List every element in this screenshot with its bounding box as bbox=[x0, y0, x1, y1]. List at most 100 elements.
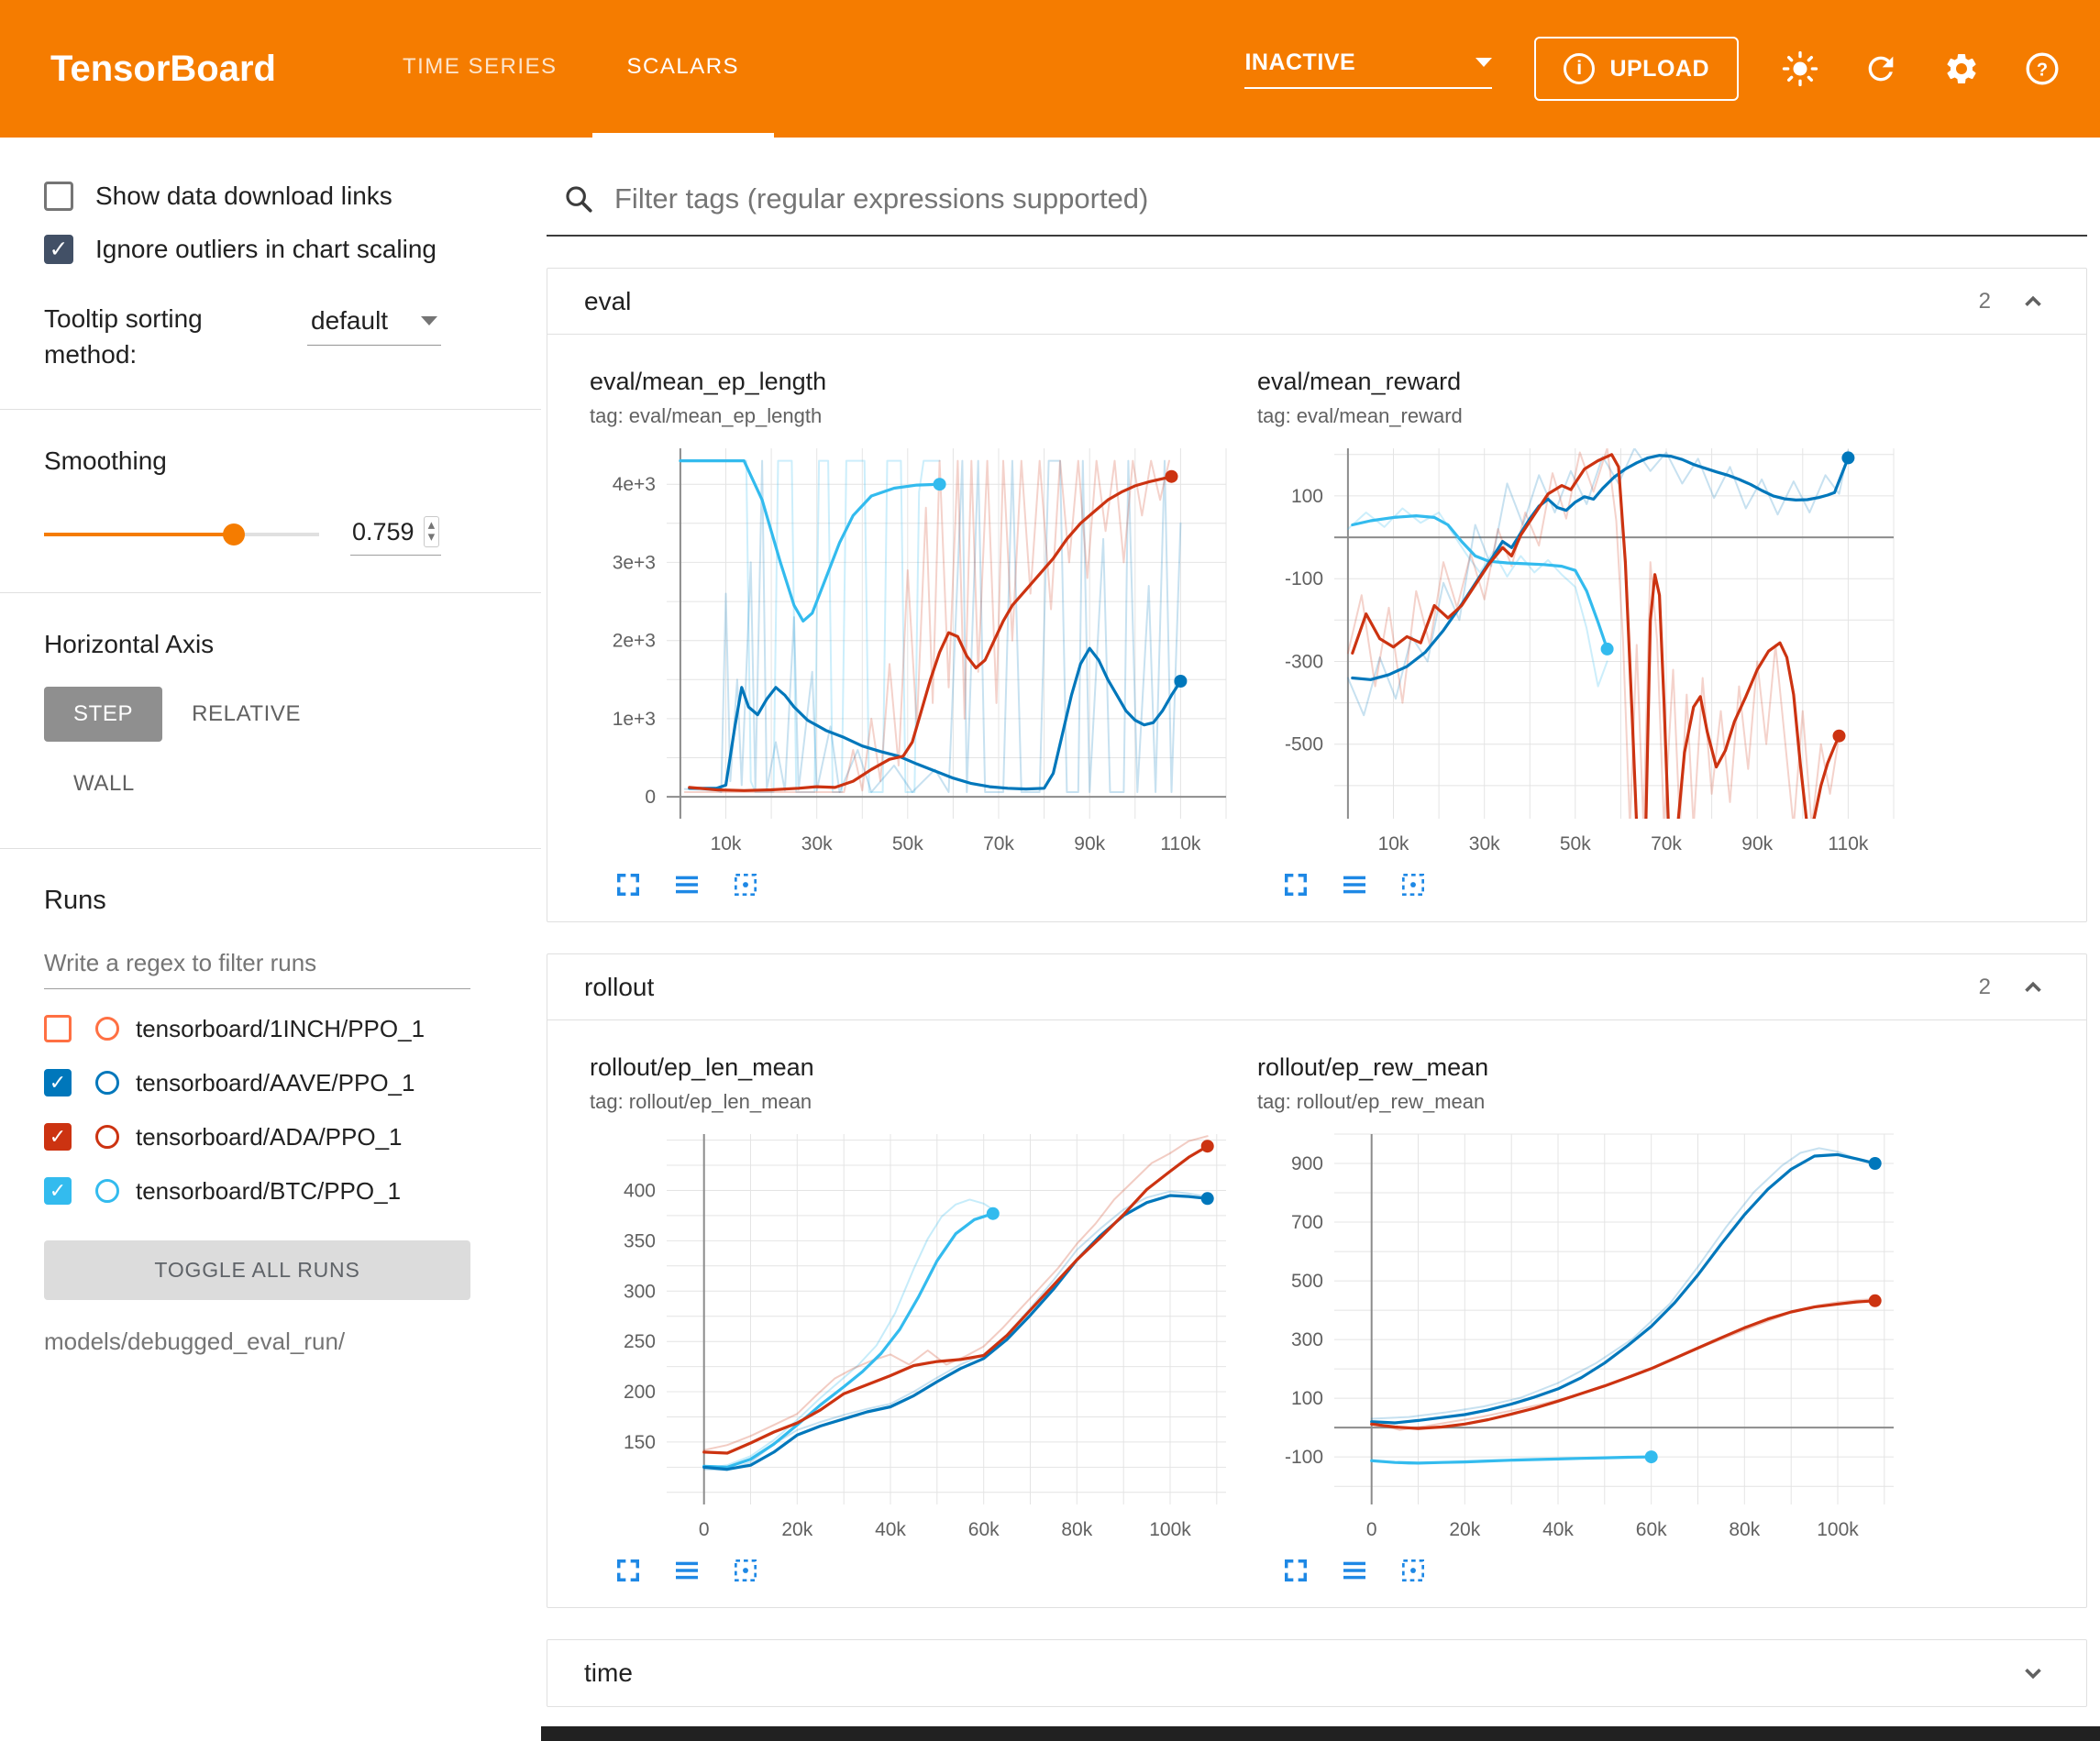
fit-domain-icon[interactable] bbox=[729, 870, 762, 899]
svg-text:2e+3: 2e+3 bbox=[613, 631, 656, 652]
svg-text:100: 100 bbox=[1291, 1388, 1323, 1409]
expand-chart-icon[interactable] bbox=[612, 870, 645, 899]
scalar-chart-card: eval/mean_ep_length tag: eval/mean_ep_le… bbox=[590, 368, 1232, 899]
toggle-all-runs-button[interactable]: TOGGLE ALL RUNS bbox=[44, 1240, 470, 1300]
svg-text:50k: 50k bbox=[892, 833, 923, 854]
run-checkbox[interactable] bbox=[44, 1015, 72, 1042]
smoothing-label: Smoothing bbox=[44, 446, 497, 476]
run-checkbox[interactable]: ✓ bbox=[44, 1069, 72, 1096]
svg-text:40k: 40k bbox=[875, 1519, 906, 1540]
run-row-aave[interactable]: ✓ tensorboard/AAVE/PPO_1 bbox=[44, 1069, 497, 1097]
svg-text:90k: 90k bbox=[1741, 833, 1773, 854]
section-header-eval[interactable]: eval 2 bbox=[547, 269, 2086, 335]
section-header-rollout[interactable]: rollout 2 bbox=[547, 954, 2086, 1020]
section-card-rollout: rollout 2 rollout/ep_len_mean tag: rollo… bbox=[547, 953, 2087, 1608]
scalar-chart-card: eval/mean_reward tag: eval/mean_reward 1… bbox=[1257, 368, 1899, 899]
svg-text:1e+3: 1e+3 bbox=[613, 709, 656, 730]
svg-text:300: 300 bbox=[624, 1281, 656, 1302]
data-table-icon[interactable] bbox=[1338, 870, 1371, 899]
svg-text:400: 400 bbox=[624, 1181, 656, 1202]
help-icon[interactable]: ? bbox=[2023, 50, 2061, 88]
slider-knob[interactable] bbox=[223, 523, 245, 545]
line-chart-mean-ep-length[interactable]: 10k30k50k70k90k110k01e+32e+33e+34e+3 bbox=[590, 439, 1232, 863]
run-row-ada[interactable]: ✓ tensorboard/ADA/PPO_1 bbox=[44, 1123, 497, 1151]
ignore-outliers-checkbox[interactable]: ✓ Ignore outliers in chart scaling bbox=[44, 235, 497, 264]
expand-chart-icon[interactable] bbox=[1279, 1556, 1312, 1585]
chevron-down-icon[interactable] bbox=[2017, 1657, 2050, 1690]
tensorboard-app: TensorBoard TIME SERIES SCALARS INACTIVE… bbox=[0, 0, 2100, 1741]
scalar-chart-card: rollout/ep_rew_mean tag: rollout/ep_rew_… bbox=[1257, 1053, 1899, 1585]
dashboard-main: eval 2 eval/mean_ep_length tag: eval/mea… bbox=[541, 138, 2100, 1741]
svg-text:10k: 10k bbox=[711, 833, 742, 854]
axis-step-button[interactable]: STEP bbox=[44, 687, 162, 742]
run-checkbox[interactable]: ✓ bbox=[44, 1123, 72, 1151]
svg-text:3e+3: 3e+3 bbox=[613, 552, 656, 573]
tooltip-sorting-label: Tooltip sorting method: bbox=[44, 301, 278, 372]
tooltip-sorting-value: default bbox=[311, 306, 388, 336]
svg-text:100k: 100k bbox=[1149, 1519, 1191, 1540]
window-bottom-edge bbox=[541, 1726, 2100, 1741]
run-row-1inch[interactable]: tensorboard/1INCH/PPO_1 bbox=[44, 1015, 497, 1043]
settings-sidebar: Show data download links ✓ Ignore outlie… bbox=[0, 138, 541, 1741]
section-card-eval: eval 2 eval/mean_ep_length tag: eval/mea… bbox=[547, 268, 2087, 922]
run-row-btc[interactable]: ✓ tensorboard/BTC/PPO_1 bbox=[44, 1177, 497, 1206]
line-chart-ep-rew-mean[interactable]: 020k40k60k80k100k-100100300500700900 bbox=[1257, 1125, 1899, 1548]
fit-domain-icon[interactable] bbox=[729, 1556, 762, 1585]
run-color-swatch bbox=[95, 1071, 119, 1095]
tab-scalars[interactable]: SCALARS bbox=[592, 0, 775, 138]
svg-text:90k: 90k bbox=[1074, 833, 1105, 854]
search-icon bbox=[563, 183, 594, 215]
chart-tag: tag: rollout/ep_len_mean bbox=[590, 1090, 1232, 1114]
tab-time-series[interactable]: TIME SERIES bbox=[368, 0, 592, 138]
axis-wall-button[interactable]: WALL bbox=[44, 756, 164, 811]
settings-gear-icon[interactable] bbox=[1942, 50, 1981, 88]
data-table-icon[interactable] bbox=[1338, 1556, 1371, 1585]
checkbox-checked-icon: ✓ bbox=[44, 235, 73, 264]
chevron-up-icon[interactable] bbox=[2017, 971, 2050, 1004]
tooltip-sorting-dropdown[interactable]: default bbox=[307, 301, 441, 346]
svg-text:40k: 40k bbox=[1542, 1519, 1574, 1540]
scalar-chart-card: rollout/ep_len_mean tag: rollout/ep_len_… bbox=[590, 1053, 1232, 1585]
line-chart-mean-reward[interactable]: 10k30k50k70k90k110k-500-300-100100 bbox=[1257, 439, 1899, 863]
expand-chart-icon[interactable] bbox=[1279, 870, 1312, 899]
tag-filter-input[interactable] bbox=[613, 182, 2078, 216]
section-count: 2 bbox=[1979, 289, 1991, 314]
checkbox-label: Show data download links bbox=[95, 182, 392, 211]
svg-text:80k: 80k bbox=[1061, 1519, 1092, 1540]
data-status-dropdown[interactable]: INACTIVE bbox=[1244, 50, 1492, 89]
svg-text:80k: 80k bbox=[1729, 1519, 1760, 1540]
svg-text:4e+3: 4e+3 bbox=[613, 474, 656, 495]
expand-chart-icon[interactable] bbox=[612, 1556, 645, 1585]
data-table-icon[interactable] bbox=[670, 1556, 703, 1585]
svg-text:-300: -300 bbox=[1285, 652, 1323, 673]
charts-row: rollout/ep_len_mean tag: rollout/ep_len_… bbox=[547, 1020, 2086, 1607]
runs-filter-input[interactable] bbox=[44, 943, 470, 989]
fit-domain-icon[interactable] bbox=[1397, 870, 1430, 899]
refresh-icon[interactable] bbox=[1862, 50, 1900, 88]
smoothing-value-input[interactable]: 0.759 ▴▾ bbox=[350, 512, 441, 556]
fit-domain-icon[interactable] bbox=[1397, 1556, 1430, 1585]
caret-down-icon bbox=[1476, 58, 1492, 67]
svg-text:10k: 10k bbox=[1378, 833, 1409, 854]
svg-text:0: 0 bbox=[699, 1519, 710, 1540]
app-header: TensorBoard TIME SERIES SCALARS INACTIVE… bbox=[0, 0, 2100, 138]
brightness-icon[interactable] bbox=[1781, 50, 1819, 88]
line-chart-ep-len-mean[interactable]: 020k40k60k80k100k150200250300350400 bbox=[590, 1125, 1232, 1548]
svg-text:70k: 70k bbox=[983, 833, 1014, 854]
section-header-time[interactable]: time bbox=[547, 1640, 2086, 1706]
show-download-links-checkbox[interactable]: Show data download links bbox=[44, 182, 497, 211]
smoothing-slider[interactable] bbox=[44, 533, 319, 536]
chevron-up-icon[interactable] bbox=[2017, 285, 2050, 318]
chart-tag: tag: eval/mean_reward bbox=[1257, 404, 1899, 428]
svg-text:150: 150 bbox=[624, 1432, 656, 1453]
upload-button[interactable]: i UPLOAD bbox=[1534, 37, 1739, 101]
run-checkbox[interactable]: ✓ bbox=[44, 1177, 72, 1205]
number-spinner-icon[interactable]: ▴▾ bbox=[424, 516, 440, 547]
run-label: tensorboard/AAVE/PPO_1 bbox=[136, 1069, 414, 1097]
divider bbox=[0, 592, 541, 593]
data-table-icon[interactable] bbox=[670, 870, 703, 899]
chart-title: rollout/ep_len_mean bbox=[590, 1053, 1232, 1082]
svg-text:-100: -100 bbox=[1285, 1447, 1323, 1468]
svg-text:70k: 70k bbox=[1651, 833, 1682, 854]
axis-relative-button[interactable]: RELATIVE bbox=[162, 687, 330, 742]
